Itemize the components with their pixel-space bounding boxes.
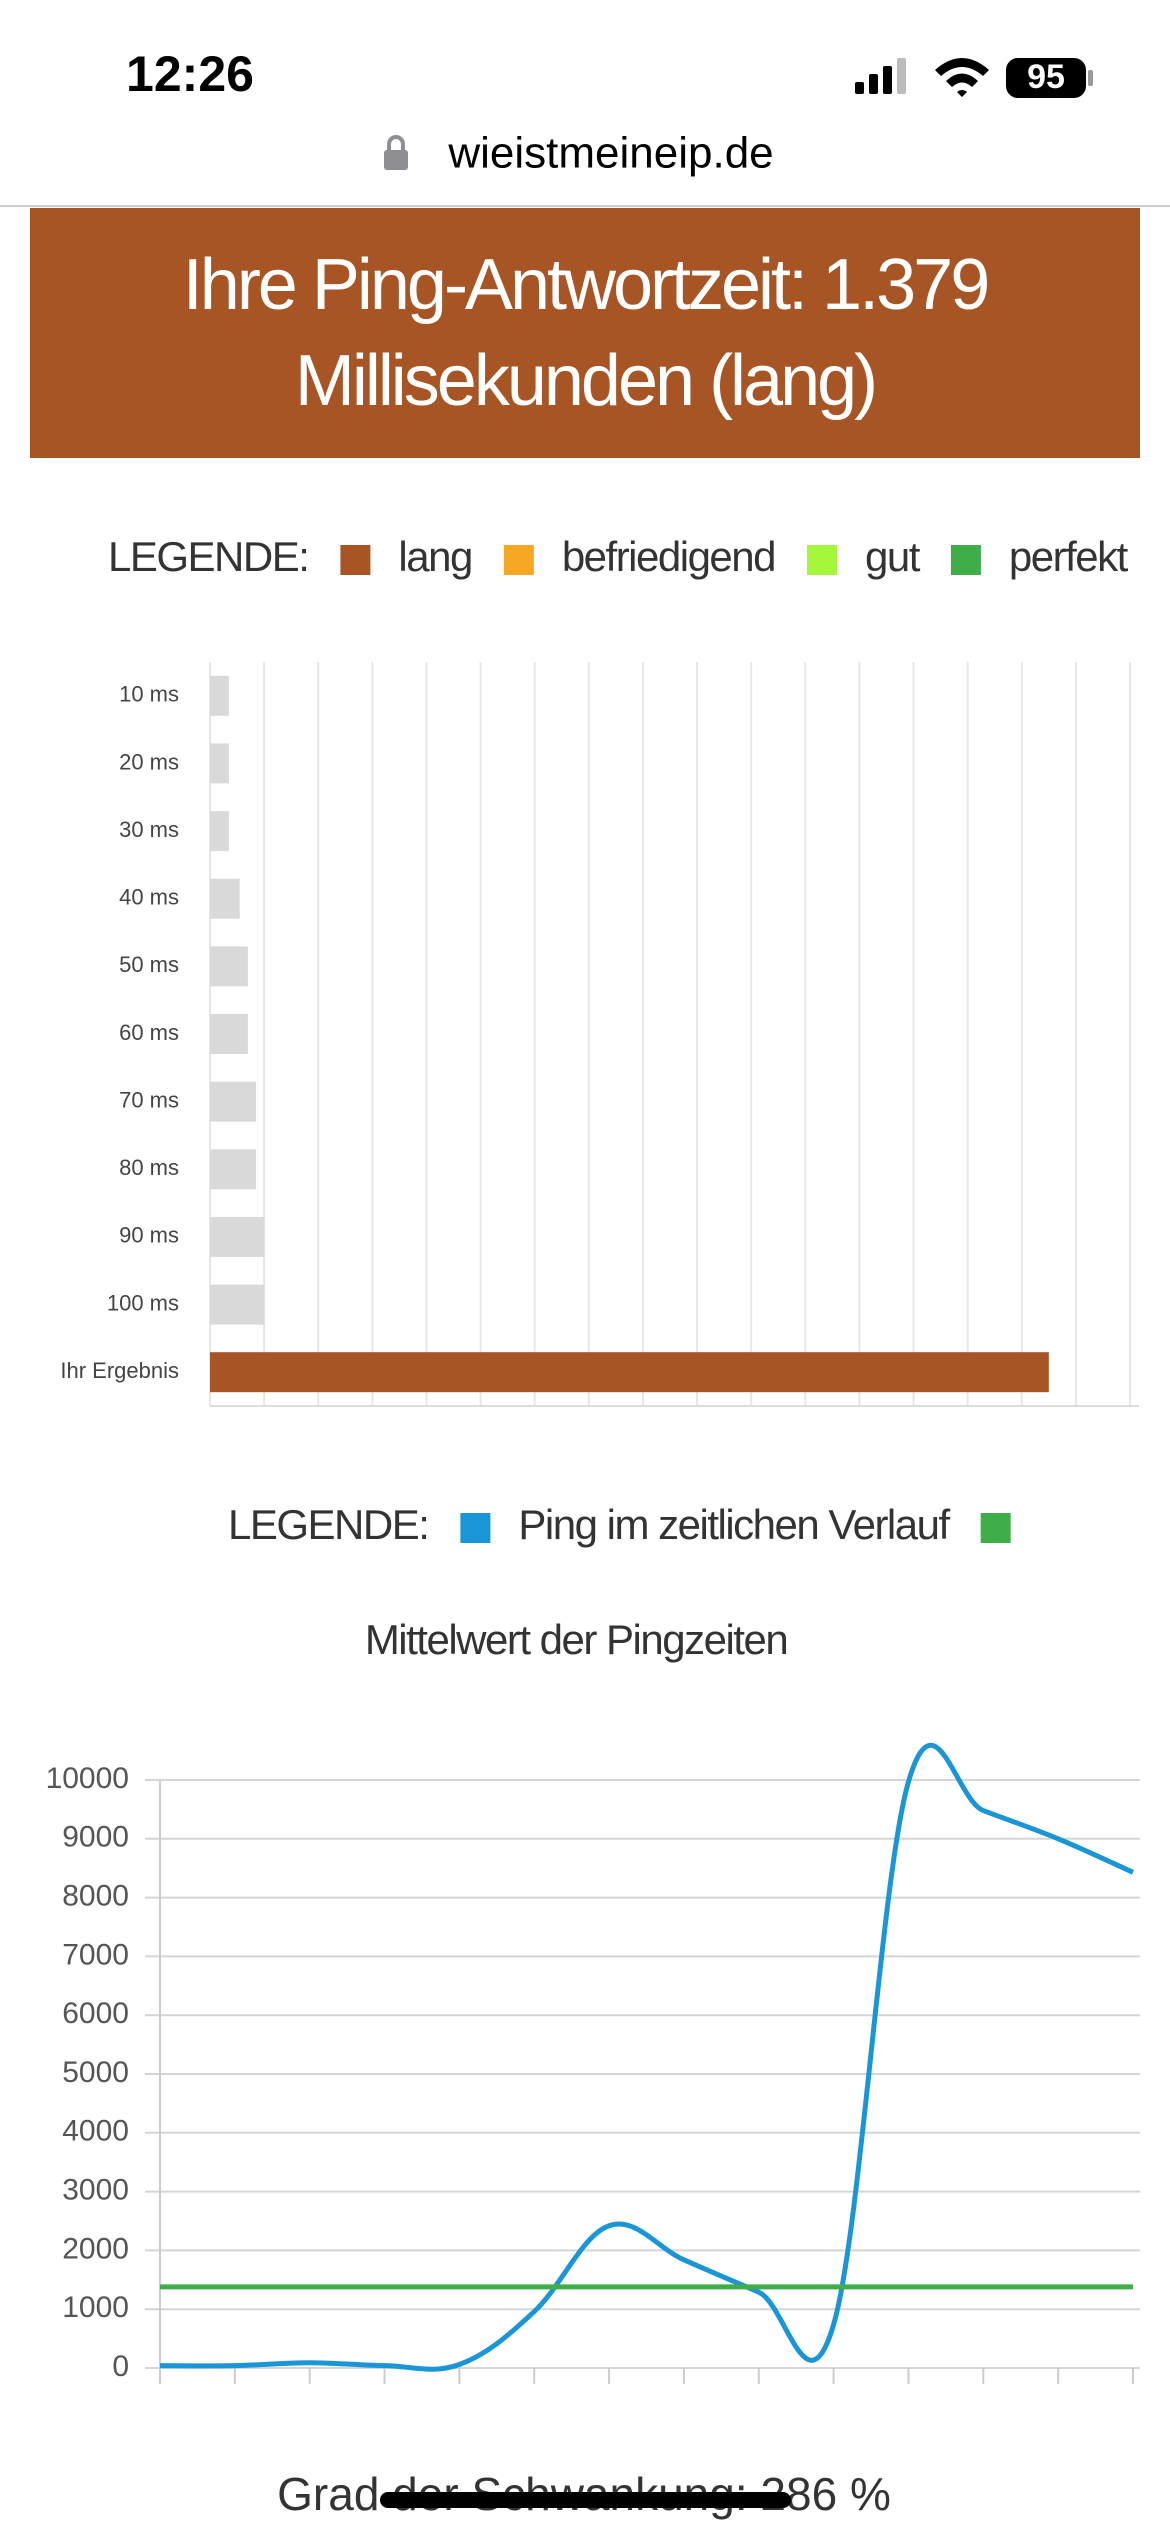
series-line (159, 1742, 1135, 2372)
bar (210, 743, 229, 784)
bar (210, 1149, 256, 1190)
y-tick-label: 30 ms (119, 817, 179, 842)
home-indicator (380, 2492, 791, 2508)
bar (210, 946, 248, 987)
banner: Ihre Ping-Antwortzeit: 1.379 Millisekund… (30, 208, 1140, 458)
y-tick-label: 8000 (62, 1880, 129, 1913)
legend-swatch (980, 1513, 1011, 1543)
y-tick-label: 10000 (46, 1762, 129, 1795)
y-tick-label: Ihr Ergebnis (60, 1358, 179, 1383)
legend-label: lang (398, 533, 471, 580)
legend-swatch (460, 1513, 491, 1543)
bar (210, 675, 229, 716)
y-tick-label: 4000 (62, 2115, 129, 2148)
battery-icon (1006, 58, 1086, 98)
y-tick-label: 6000 (62, 1997, 129, 2030)
bar (210, 811, 229, 852)
signal-icon (855, 58, 906, 94)
legend-title: LEGENDE: (108, 533, 308, 580)
y-tick-label: 90 ms (119, 1223, 179, 1248)
lock-icon (384, 135, 408, 170)
url[interactable]: wieistmeineip.de (447, 129, 773, 178)
legend-label: Mittelwert der Pingzeiten (365, 1616, 787, 1663)
y-tick-label: 0 (112, 2350, 129, 2383)
legend-label: befriedigend (562, 533, 775, 580)
battery-level: 95 (1027, 58, 1065, 96)
y-tick-label: 3000 (62, 2174, 129, 2207)
legend-label: gut (865, 533, 921, 580)
y-tick-label: 20 ms (119, 749, 179, 774)
y-tick-label: 40 ms (119, 885, 179, 910)
bar (210, 1081, 256, 1122)
legend-label: perfekt (1009, 533, 1129, 580)
legend-swatch (503, 545, 534, 575)
legend-swatch (807, 545, 837, 575)
y-tick-label: 5000 (62, 2056, 129, 2089)
bar (210, 878, 240, 919)
y-tick-label: 70 ms (119, 1087, 179, 1112)
bar (210, 1216, 265, 1257)
bar (210, 1284, 265, 1325)
bar (210, 1352, 1049, 1393)
y-tick-label: 100 ms (107, 1290, 179, 1315)
y-tick-label: 80 ms (119, 1155, 179, 1180)
bar (210, 1014, 248, 1054)
banner-title: Ihre Ping-Antwortzeit: 1.379 Millisekund… (182, 245, 990, 421)
y-tick-label: 1000 (62, 2291, 129, 2324)
y-tick-label: 2000 (62, 2232, 129, 2265)
battery-cap (1088, 70, 1093, 86)
status-time: 12:26 (126, 46, 254, 102)
legend-title: LEGENDE: (228, 1501, 428, 1548)
wifi-icon (935, 58, 989, 97)
legend-label: Ping im zeitlichen Verlauf (518, 1501, 950, 1548)
y-tick-label: 7000 (62, 1938, 129, 1971)
y-tick-label: 60 ms (119, 1020, 179, 1045)
legend-swatch (950, 545, 981, 575)
y-tick-label: 10 ms (119, 682, 179, 707)
y-tick-label: 9000 (62, 1821, 129, 1854)
legend-swatch (340, 545, 371, 575)
y-tick-label: 50 ms (119, 952, 179, 977)
